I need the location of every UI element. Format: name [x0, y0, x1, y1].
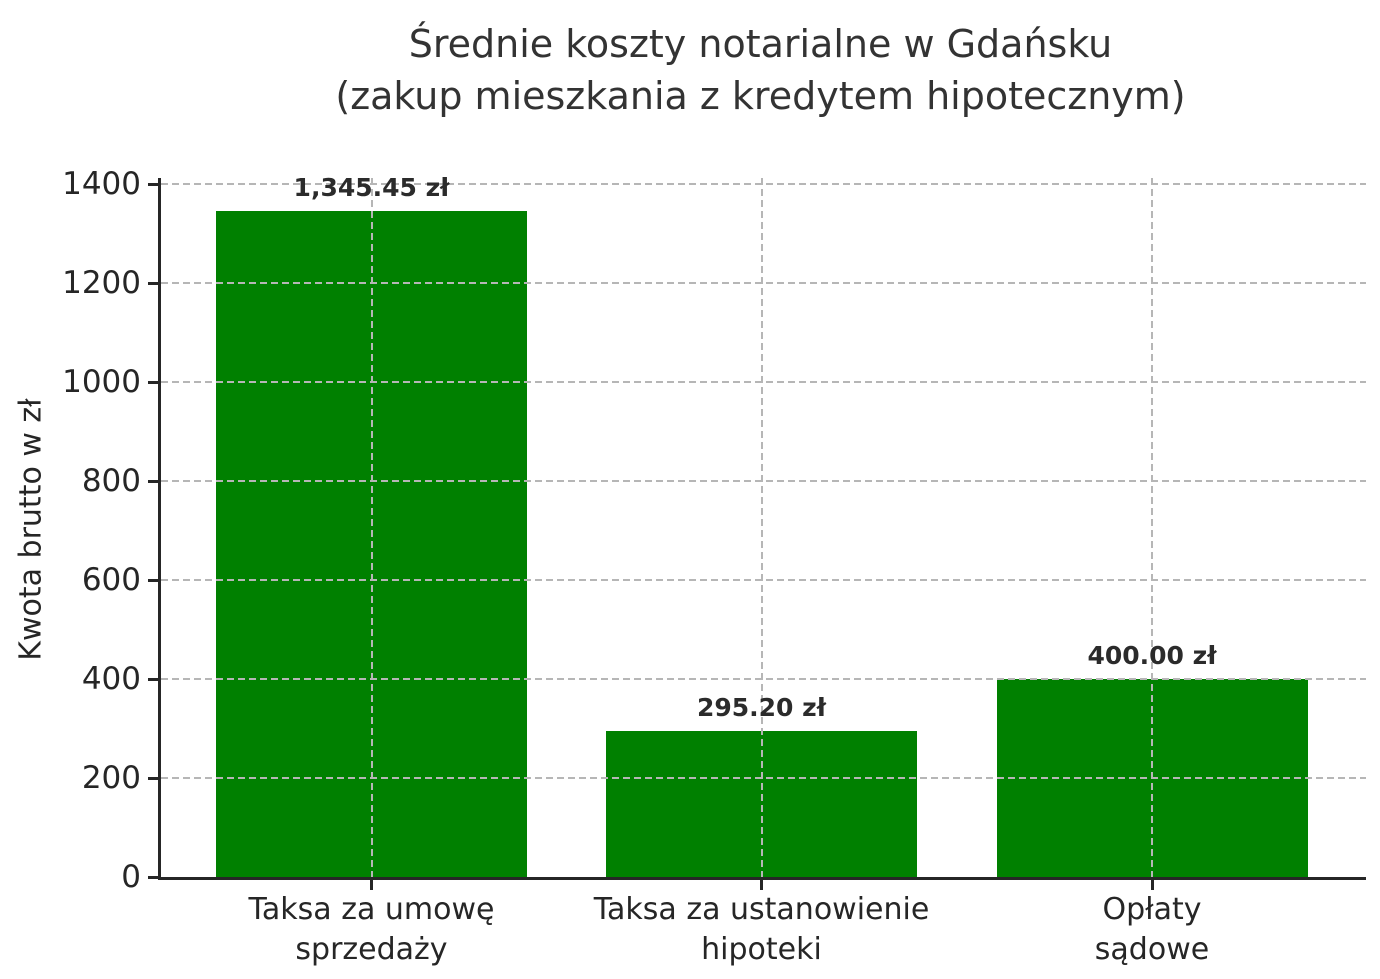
y-axis-label: Kwota brutto w zł — [13, 398, 49, 661]
y-tick — [148, 479, 158, 483]
y-tick-label: 1400 — [62, 165, 141, 202]
h-gridline — [161, 480, 1366, 483]
y-tick — [148, 776, 158, 780]
x-tick — [370, 880, 373, 890]
y-tick-label: 600 — [81, 561, 141, 598]
x-tick-label: Taksa za ustanowienie hipoteki — [593, 892, 930, 967]
v-gridline — [1151, 178, 1153, 877]
h-gridline — [161, 777, 1366, 780]
y-tick-label: 400 — [81, 660, 141, 697]
h-gridline — [161, 282, 1366, 285]
x-tick-label: Taksa za umowę sprzedaży — [248, 892, 495, 967]
chart-title: Średnie koszty notarialne w Gdańsku (zak… — [335, 22, 1186, 119]
y-tick — [148, 281, 158, 285]
h-gridline — [161, 678, 1366, 681]
y-tick-label: 1200 — [62, 264, 141, 301]
y-tick — [148, 677, 158, 681]
y-tick — [148, 578, 158, 582]
bar-value-label: 1,345.45 zł — [293, 173, 450, 203]
bar-value-label: 295.20 zł — [696, 692, 826, 722]
y-tick-label: 0 — [121, 858, 141, 895]
x-tick — [1150, 880, 1154, 890]
h-gridline — [161, 579, 1366, 582]
h-gridline — [161, 183, 1366, 186]
x-tick — [760, 880, 763, 890]
y-tick — [148, 182, 158, 186]
y-tick — [148, 380, 158, 384]
plot-area: 0 200 400 600 800 1000 1200 1400 Taksa za umowę … — [62, 168, 1366, 967]
y-tick-label: 800 — [81, 462, 141, 499]
bar-value-label: 400.00 zł — [1087, 641, 1217, 671]
v-gridline — [760, 178, 763, 877]
v-gridline — [370, 178, 373, 877]
h-gridline — [161, 381, 1366, 384]
y-tick-label: 200 — [81, 759, 141, 796]
y-tick — [148, 875, 158, 879]
x-tick-label: Opłaty sądowe — [1094, 892, 1210, 967]
y-tick-label: 1000 — [62, 363, 141, 400]
